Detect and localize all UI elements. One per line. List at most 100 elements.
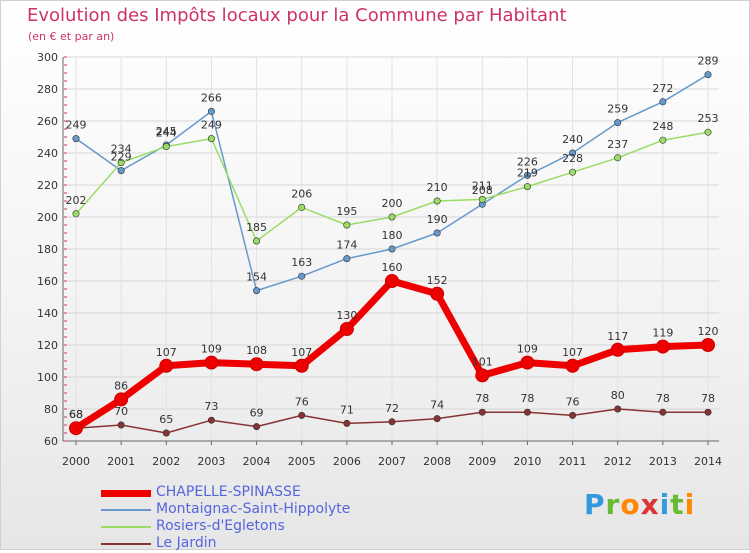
- data-label: 248: [652, 120, 673, 133]
- y-tick-label: 240: [37, 147, 58, 160]
- logo-letter: P: [584, 488, 606, 521]
- data-label: 249: [66, 119, 87, 132]
- data-label: 80: [611, 389, 625, 402]
- data-label: 185: [246, 221, 267, 234]
- legend-swatch: [101, 526, 151, 528]
- x-tick-label: 2012: [604, 455, 632, 468]
- data-point: [523, 183, 531, 191]
- x-tick-label: 2013: [649, 455, 677, 468]
- data-point: [339, 322, 354, 336]
- data-point: [478, 408, 486, 416]
- y-tick-label: 180: [37, 243, 58, 256]
- series-points: [69, 71, 715, 437]
- y-tick-label: 280: [37, 83, 58, 96]
- data-point: [117, 159, 125, 167]
- data-point: [569, 168, 577, 176]
- y-tick-label: 220: [37, 179, 58, 192]
- data-point: [162, 429, 170, 437]
- x-tick-label: 2001: [107, 455, 135, 468]
- y-tick-label: 260: [37, 115, 58, 128]
- data-point: [343, 221, 351, 229]
- x-tick-label: 2002: [152, 455, 180, 468]
- axes: [62, 56, 719, 445]
- data-label: 240: [562, 133, 583, 146]
- x-tick-label: 2008: [423, 455, 451, 468]
- data-point: [569, 149, 577, 157]
- data-point: [385, 274, 399, 288]
- data-point: [72, 135, 80, 143]
- y-tick-label: 200: [37, 211, 58, 224]
- data-label: 68: [69, 408, 83, 421]
- x-tick-labels: 2000 2001 2002 2003 2004 2005 2006 2007 2008 2009…: [62, 455, 722, 468]
- chart-subtitle: (en € et par an): [28, 30, 115, 43]
- data-label: 259: [607, 103, 628, 116]
- logo-letter: i: [684, 488, 696, 521]
- data-label: 174: [336, 239, 357, 252]
- data-point: [704, 71, 712, 79]
- data-label: 180: [382, 229, 403, 242]
- data-label: 107: [562, 346, 583, 359]
- data-label: 72: [385, 402, 399, 415]
- logo-letter: i: [659, 488, 671, 521]
- data-point: [659, 136, 667, 144]
- legend-label: CHAPELLE-SPINASSE: [156, 484, 301, 500]
- data-point: [117, 421, 125, 429]
- legend-swatch: [101, 490, 151, 497]
- data-label: 70: [114, 405, 128, 418]
- data-label: 107: [156, 346, 177, 359]
- x-tick-label: 2007: [378, 455, 406, 468]
- data-point: [614, 119, 622, 127]
- data-point: [298, 272, 306, 280]
- data-point: [614, 154, 622, 162]
- data-point: [114, 392, 129, 407]
- data-point: [253, 237, 261, 245]
- data-point: [433, 229, 441, 237]
- data-label: 68: [69, 408, 83, 421]
- legend-swatch: [101, 509, 151, 511]
- logo-letter: x: [640, 488, 660, 521]
- x-tick-label: 2003: [197, 455, 225, 468]
- data-point: [159, 358, 174, 373]
- data-label: 109: [201, 343, 222, 356]
- x-tick-label: 2010: [513, 455, 541, 468]
- data-label: 73: [204, 400, 218, 413]
- data-label: 245: [156, 125, 177, 138]
- data-point: [72, 210, 80, 218]
- data-label: 120: [698, 325, 719, 338]
- data-label: 229: [111, 151, 132, 164]
- data-label: 109: [517, 343, 538, 356]
- data-point: [520, 355, 535, 370]
- data-label: 237: [607, 138, 628, 151]
- data-label: 78: [701, 392, 715, 405]
- x-tick-label: 2011: [559, 455, 587, 468]
- data-label: 78: [656, 392, 670, 405]
- data-label: 266: [201, 91, 222, 104]
- data-label: 101: [472, 355, 493, 368]
- y-tick-label: 140: [37, 307, 58, 320]
- data-label: 154: [246, 271, 267, 284]
- data-point: [207, 416, 215, 424]
- x-tick-label: 2006: [333, 455, 361, 468]
- data-label: 200: [382, 197, 403, 210]
- data-label: 234: [111, 143, 132, 156]
- data-point: [610, 342, 625, 357]
- data-point: [298, 411, 306, 419]
- x-tick-label: 2000: [62, 455, 90, 468]
- data-label: 249: [201, 119, 222, 132]
- data-label: 202: [66, 194, 87, 207]
- data-label: 76: [566, 395, 580, 408]
- y-tick-label: 160: [37, 275, 58, 288]
- legend-label: Le Jardin: [156, 535, 217, 551]
- data-label: 71: [340, 403, 354, 416]
- data-point: [117, 167, 125, 175]
- data-point: [207, 107, 215, 115]
- data-label: 119: [652, 327, 673, 340]
- data-label: 206: [291, 187, 312, 200]
- data-label: 190: [427, 213, 448, 226]
- y-tick-label: 60: [44, 435, 58, 448]
- gridlines: [63, 56, 719, 442]
- data-label: 160: [382, 261, 403, 274]
- data-label: 69: [250, 407, 264, 420]
- data-label: 208: [472, 184, 493, 197]
- data-point: [294, 358, 309, 373]
